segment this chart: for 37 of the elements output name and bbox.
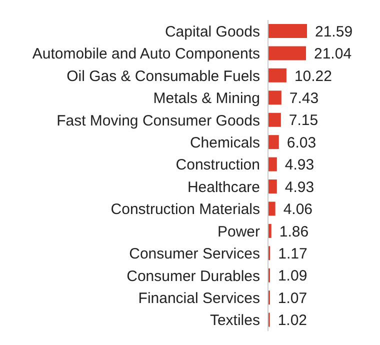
y-tick-label: Power [217,223,260,240]
data-label: 10.22 [294,68,332,85]
y-tick-label: Fast Moving Consumer Goods [56,112,260,130]
data-label: 4.06 [283,201,313,218]
y-tick-label: Consumer Durables [126,268,260,285]
y-tick-label: Financial Services [138,290,260,308]
bar [268,24,307,38]
y-tick-label: Construction Materials [110,201,260,218]
data-label: 7.15 [288,112,318,130]
bar [268,180,277,194]
bar [268,135,279,150]
bar [268,112,281,127]
y-tick-label: Construction [176,156,260,174]
data-label: 1.07 [278,290,308,307]
data-label: 21.04 [314,46,352,63]
data-label: 7.43 [289,90,319,107]
data-label: 1.02 [278,312,308,330]
y-tick-label: Metals & Mining [153,90,260,108]
y-tick-label: Oil Gas & Consumable Fuels [66,68,260,85]
data-label: 4.93 [284,178,314,196]
data-label: 21.59 [315,23,353,40]
data-label: 6.03 [286,134,316,152]
y-tick-label: Textiles [210,312,260,330]
data-label: 1.09 [278,268,308,285]
y-tick-label: Consumer Services [129,246,260,263]
data-label: 4.93 [284,156,314,174]
bar [268,46,306,60]
bar [268,68,286,82]
bar [268,90,282,105]
y-tick-label: Chemicals [190,134,260,152]
y-tick-label: Healthcare [187,178,260,196]
data-label: 1.17 [278,245,308,262]
y-tick-label: Automobile and Auto Components [32,46,260,63]
bar [268,202,276,216]
bar [268,157,277,172]
data-label: 1.86 [279,223,309,240]
y-tick-label: Capital Goods [164,23,260,40]
